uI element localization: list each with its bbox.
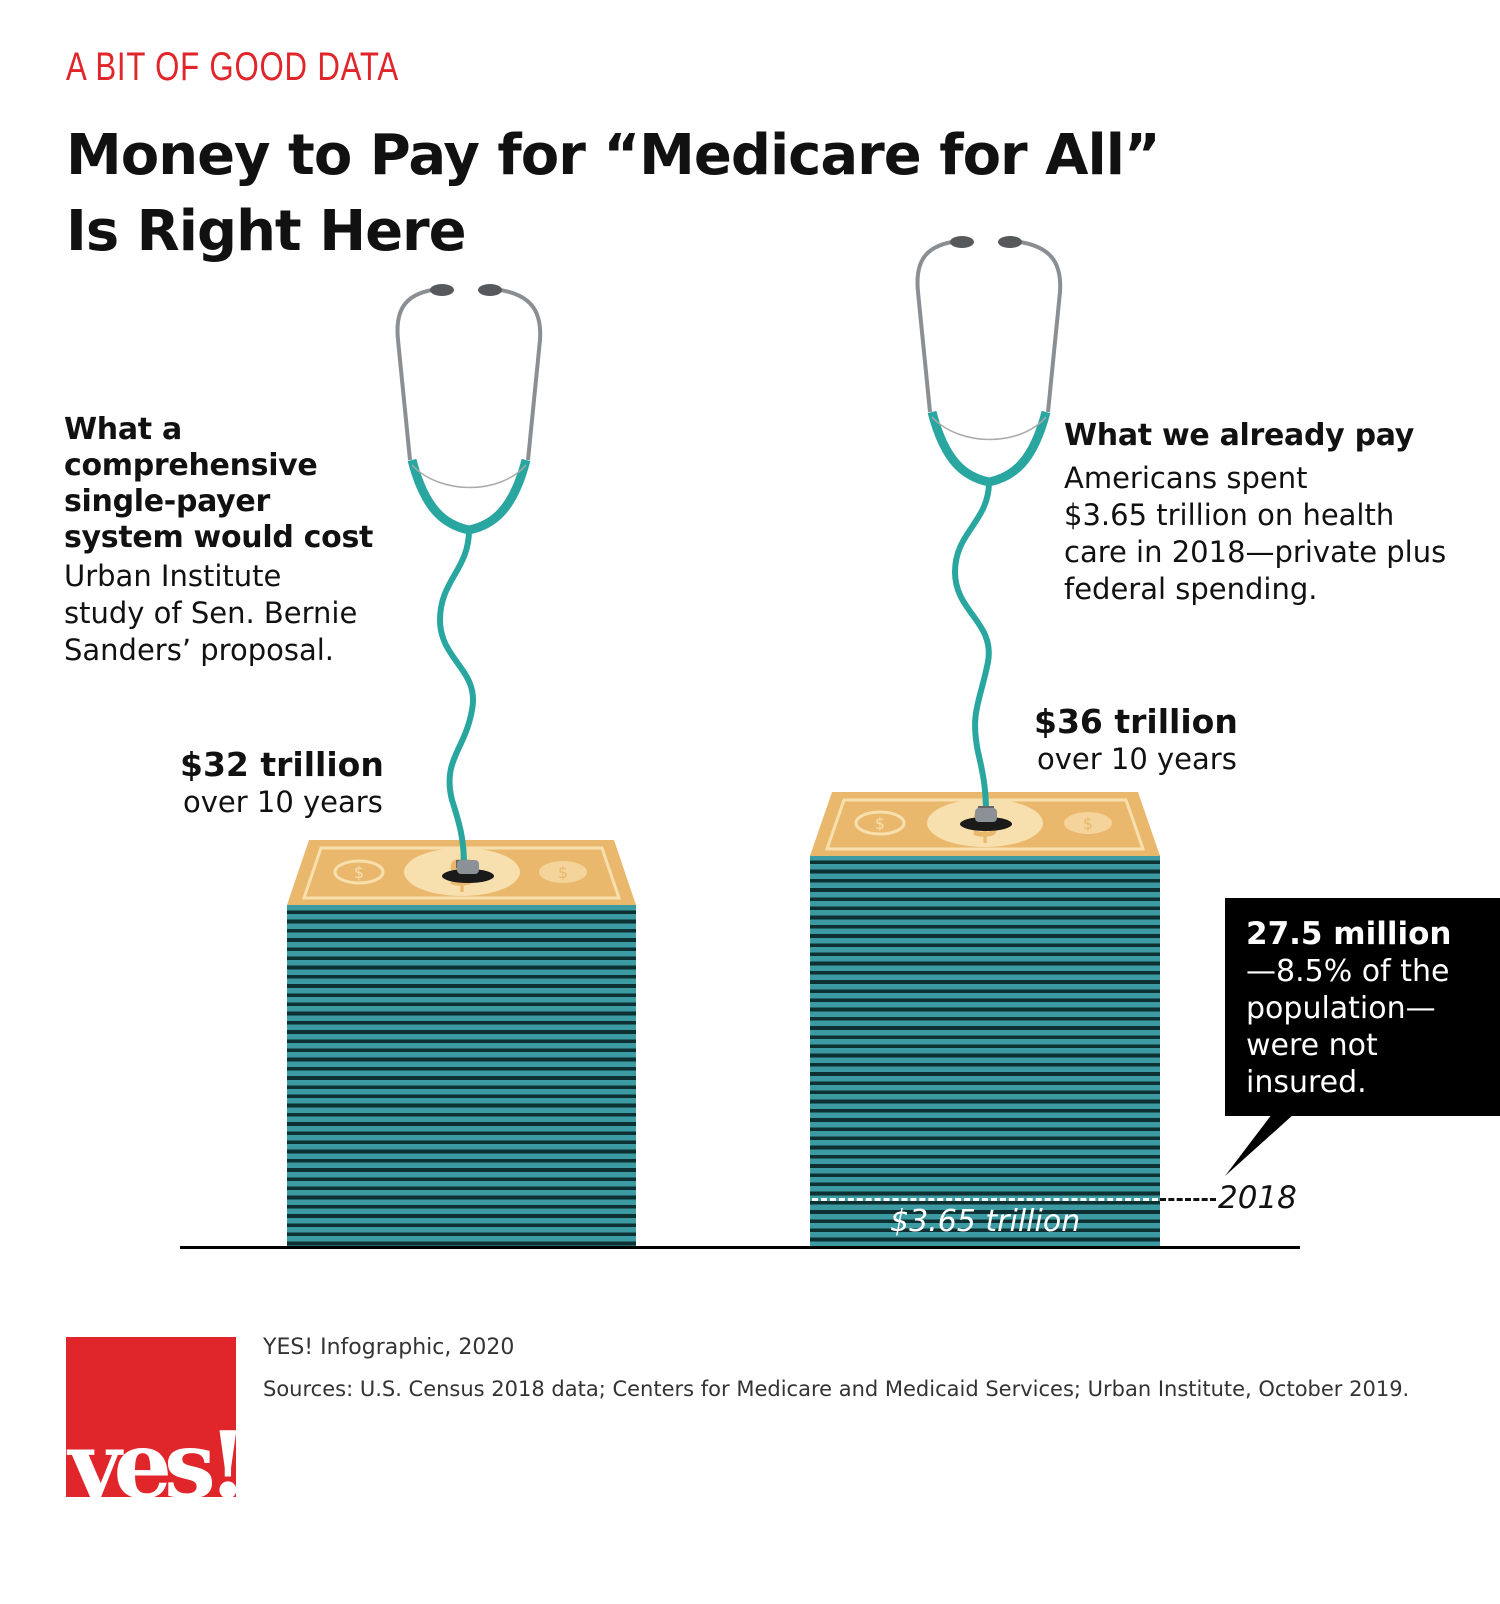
svg-text:$: $ [354, 863, 364, 882]
sources: Sources: U.S. Census 2018 data; Centers … [263, 1377, 1410, 1401]
right-stethoscope-icon [915, 236, 1063, 814]
marker-line-2018 [812, 1198, 1158, 1201]
title-line-2: Is Right Here [66, 199, 467, 264]
page-title: Money to Pay for “Medicare for All” Is R… [66, 118, 1161, 270]
left-money-stack [287, 905, 636, 1246]
left-heading: What a comprehensive single-payer system… [64, 412, 374, 555]
chart-baseline [180, 1246, 1300, 1249]
left-chestpiece-icon [442, 860, 494, 883]
marker-year: 2018 [1218, 1180, 1297, 1216]
marker-amount: $3.65 trillion [890, 1204, 1081, 1239]
right-money-stack [810, 855, 1160, 1246]
left-label: What a comprehensive single-payer system… [64, 412, 373, 669]
title-line-1: Money to Pay for “Medicare for All” [66, 123, 1161, 188]
svg-text:$: $ [875, 814, 885, 833]
right-value: $36 trillion over 10 years [1034, 702, 1238, 777]
left-value: $32 trillion over 10 years [180, 745, 384, 820]
svg-text:$: $ [558, 863, 568, 882]
kicker: A BIT OF GOOD DATA [66, 45, 400, 89]
uninsured-callout: 27.5 million —8.5% of the population— we… [1225, 898, 1500, 1116]
yes-logo: yes! [66, 1337, 236, 1497]
marker-line-extension [1160, 1198, 1216, 1201]
callout-pointer-icon [1225, 1114, 1294, 1176]
right-body: Americans spent $3.65 trillion on health… [1064, 461, 1447, 606]
credit: YES! Infographic, 2020 [263, 1335, 515, 1360]
right-label: What we already pay Americans spent $3.6… [1064, 418, 1446, 608]
left-stethoscope-icon [395, 284, 543, 868]
svg-text:$: $ [1083, 814, 1093, 833]
right-chestpiece-icon [960, 808, 1012, 831]
left-body: Urban Institute study of Sen. Bernie San… [64, 559, 358, 667]
right-heading: What we already pay [1064, 418, 1415, 453]
